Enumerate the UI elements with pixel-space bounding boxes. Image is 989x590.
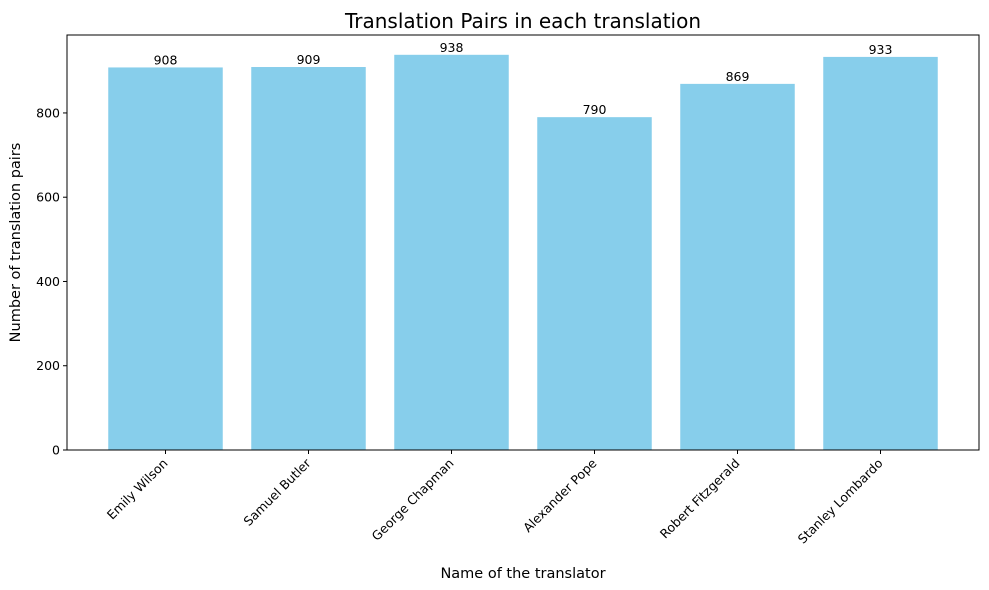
y-axis-label: Number of translation pairs <box>8 143 24 343</box>
y-tick-label: 400 <box>36 274 60 289</box>
bar <box>251 67 366 451</box>
plot-frame <box>66 34 980 451</box>
x-tick-label: Emily Wilson <box>104 456 171 523</box>
y-tick-label: 600 <box>36 190 60 205</box>
bar <box>680 83 795 450</box>
bar-value-label: 938 <box>440 40 464 55</box>
y-axis-ticks: 0 200 400 600 800 <box>36 105 67 458</box>
y-tick-label: 0 <box>52 443 60 458</box>
bar-value-label: 909 <box>297 52 321 67</box>
x-tick-label: Samuel Butler <box>240 455 314 529</box>
bar <box>394 54 509 450</box>
x-tick-label: Robert Fitzgerald <box>657 456 743 542</box>
y-tick-label: 200 <box>36 358 60 373</box>
x-tick-label: Alexander Pope <box>520 455 600 535</box>
bar-value-label: 790 <box>583 102 607 117</box>
x-axis-label: Name of the translator <box>440 566 605 582</box>
y-tick-label: 800 <box>36 105 60 120</box>
chart-title: Translation Pairs in each translation <box>344 9 701 33</box>
bar-value-label: 869 <box>726 69 750 84</box>
bar-value-label: 908 <box>154 52 178 67</box>
x-tick-label: George Chapman <box>369 456 457 544</box>
bar <box>823 56 938 450</box>
bar <box>108 67 223 451</box>
bar <box>537 117 652 451</box>
x-axis-ticks: Emily Wilson Samuel Butler George Chapman A… <box>104 450 886 546</box>
x-tick-label: Stanley Lombardo <box>795 456 886 547</box>
bar-value-label: 933 <box>869 42 893 57</box>
bars-group: 908 909 938 790 869 933 <box>108 40 938 451</box>
